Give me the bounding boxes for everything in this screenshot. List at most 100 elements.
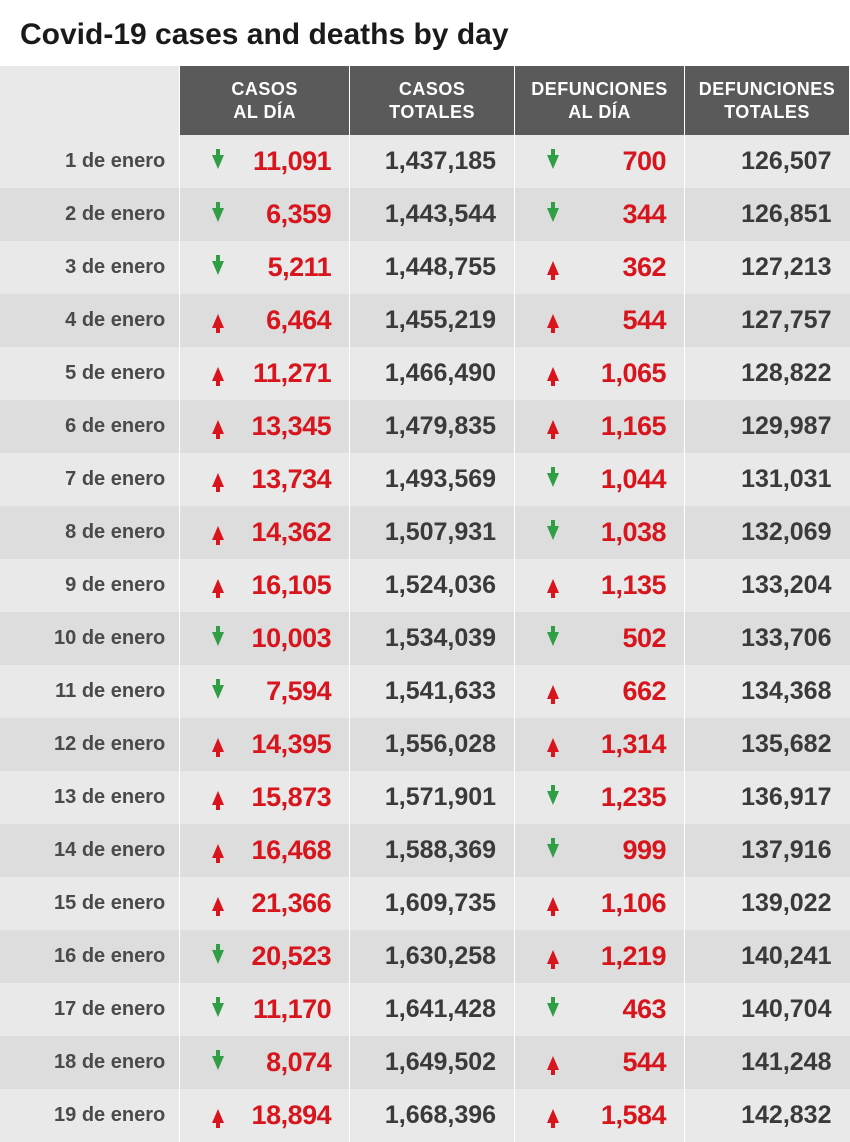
- date-cell: 19 de enero: [0, 1089, 180, 1142]
- daily-wrap: 11,091: [192, 146, 331, 177]
- deaths-daily-cell: 662: [515, 665, 685, 718]
- trend-up-icon: [212, 844, 224, 858]
- daily-wrap: 11,170: [192, 994, 331, 1025]
- deaths-daily-cell: 700: [515, 135, 685, 188]
- table-row: 16 de enero20,5231,630,2581,219140,241: [0, 930, 850, 983]
- trend-down-icon: [547, 526, 559, 540]
- deaths-total-cell: 139,022: [685, 877, 850, 930]
- daily-value: 10,003: [231, 623, 331, 654]
- deaths-daily-cell: 544: [515, 1036, 685, 1089]
- deaths-daily-cell: 1,584: [515, 1089, 685, 1142]
- table-row: 14 de enero16,4681,588,369999137,916: [0, 824, 850, 877]
- trend-up-icon: [212, 473, 224, 487]
- table-row: 7 de enero13,7341,493,5691,044131,031: [0, 453, 850, 506]
- daily-value: 7,594: [231, 676, 331, 707]
- daily-value: 662: [566, 676, 666, 707]
- deaths-total-cell: 133,706: [685, 612, 850, 665]
- cases-total-cell: 1,466,490: [350, 347, 515, 400]
- trend-up-icon: [547, 897, 559, 911]
- deaths-total-cell: 132,069: [685, 506, 850, 559]
- cases-total-cell: 1,588,369: [350, 824, 515, 877]
- deaths-total-cell: 142,832: [685, 1089, 850, 1142]
- cases-total-cell: 1,541,633: [350, 665, 515, 718]
- date-cell: 3 de enero: [0, 241, 180, 294]
- cases-total-cell: 1,437,185: [350, 135, 515, 188]
- daily-wrap: 6,359: [192, 199, 331, 230]
- daily-value: 6,464: [231, 305, 331, 336]
- trend-up-icon: [212, 1109, 224, 1123]
- cases-daily-cell: 14,362: [180, 506, 350, 559]
- table-row: 9 de enero16,1051,524,0361,135133,204: [0, 559, 850, 612]
- trend-up-icon: [212, 420, 224, 434]
- cases-daily-cell: 11,170: [180, 983, 350, 1036]
- daily-value: 344: [566, 199, 666, 230]
- deaths-daily-cell: 1,065: [515, 347, 685, 400]
- daily-wrap: 7,594: [192, 676, 331, 707]
- date-cell: 5 de enero: [0, 347, 180, 400]
- daily-wrap: 5,211: [192, 252, 331, 283]
- deaths-total-cell: 131,031: [685, 453, 850, 506]
- daily-value: 502: [566, 623, 666, 654]
- deaths-total-cell: 136,917: [685, 771, 850, 824]
- daily-wrap: 1,584: [527, 1100, 666, 1131]
- cases-total-cell: 1,534,039: [350, 612, 515, 665]
- deaths-total-cell: 137,916: [685, 824, 850, 877]
- daily-wrap: 1,044: [527, 464, 666, 495]
- daily-wrap: 16,468: [192, 835, 331, 866]
- covid-table: CASOSAL DÍA CASOSTOTALES DEFUNCIONESAL D…: [0, 66, 850, 1142]
- trend-down-icon: [547, 473, 559, 487]
- daily-value: 1,044: [566, 464, 666, 495]
- daily-wrap: 14,362: [192, 517, 331, 548]
- table-row: 17 de enero11,1701,641,428463140,704: [0, 983, 850, 1036]
- table-body: 1 de enero11,0911,437,185700126,5072 de …: [0, 135, 850, 1142]
- daily-value: 14,395: [231, 729, 331, 760]
- cases-daily-cell: 15,873: [180, 771, 350, 824]
- daily-wrap: 502: [527, 623, 666, 654]
- date-cell: 16 de enero: [0, 930, 180, 983]
- col-header-cases-total: CASOSTOTALES: [350, 66, 515, 135]
- deaths-daily-cell: 1,219: [515, 930, 685, 983]
- trend-down-icon: [212, 685, 224, 699]
- deaths-total-cell: 134,368: [685, 665, 850, 718]
- deaths-total-cell: 141,248: [685, 1036, 850, 1089]
- deaths-total-cell: 140,704: [685, 983, 850, 1036]
- daily-wrap: 700: [527, 146, 666, 177]
- daily-value: 6,359: [231, 199, 331, 230]
- deaths-daily-cell: 999: [515, 824, 685, 877]
- table-row: 18 de enero 8,074 1,649,502 544 141,248: [0, 1036, 850, 1089]
- trend-up-icon: [547, 1109, 559, 1123]
- daily-value: 1,135: [566, 570, 666, 601]
- trend-down-icon: [212, 1003, 224, 1017]
- daily-wrap: 1,135: [527, 570, 666, 601]
- daily-value: 700: [566, 146, 666, 177]
- table-row: 3 de enero5,2111,448,755362127,213: [0, 241, 850, 294]
- daily-value: 8,074: [231, 1047, 331, 1078]
- daily-wrap: 1,065: [527, 358, 666, 389]
- daily-value: 18,894: [231, 1100, 331, 1131]
- trend-up-icon: [212, 314, 224, 328]
- daily-wrap: 662: [527, 676, 666, 707]
- daily-value: 16,468: [231, 835, 331, 866]
- table-row: 11 de enero7,5941,541,633662134,368: [0, 665, 850, 718]
- daily-wrap: 13,345: [192, 411, 331, 442]
- daily-value: 13,734: [231, 464, 331, 495]
- trend-up-icon: [547, 579, 559, 593]
- daily-wrap: 20,523: [192, 941, 331, 972]
- cases-total-cell: 1,649,502: [350, 1036, 515, 1089]
- cases-daily-cell: 16,105: [180, 559, 350, 612]
- daily-wrap: 18,894: [192, 1100, 331, 1131]
- date-cell: 13 de enero: [0, 771, 180, 824]
- trend-up-icon: [212, 897, 224, 911]
- daily-value: 15,873: [231, 782, 331, 813]
- daily-wrap: 14,395: [192, 729, 331, 760]
- cases-total-cell: 1,455,219: [350, 294, 515, 347]
- daily-value: 1,314: [566, 729, 666, 760]
- date-cell: 18 de enero: [0, 1036, 180, 1089]
- cases-total-cell: 1,668,396: [350, 1089, 515, 1142]
- daily-wrap: 8,074: [192, 1047, 331, 1078]
- date-cell: 2 de enero: [0, 188, 180, 241]
- col-header-cases-daily: CASOSAL DÍA: [180, 66, 350, 135]
- daily-wrap: 544: [527, 1047, 666, 1078]
- table-row: 19 de enero 18,894 1,668,396 1,584 142,832: [0, 1089, 850, 1142]
- daily-value: 20,523: [231, 941, 331, 972]
